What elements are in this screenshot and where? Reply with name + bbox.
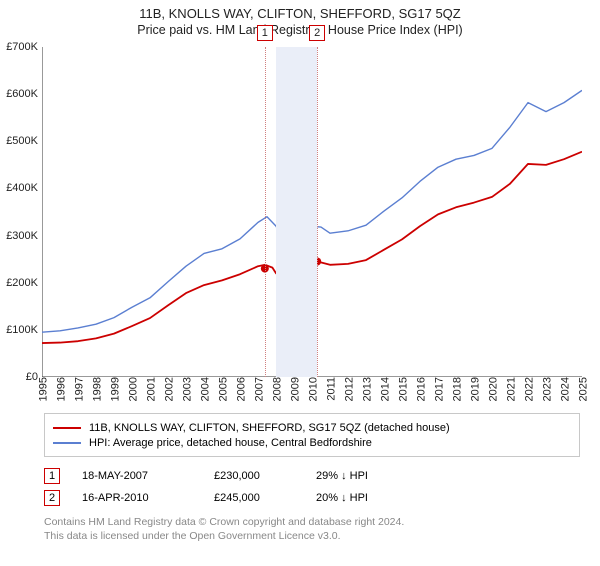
x-tick-label: 2007 [251,377,266,401]
x-tick-label: 2002 [161,377,176,401]
x-tick-label: 2016 [413,377,428,401]
x-tick-label: 2000 [125,377,140,401]
x-tick-label: 2013 [359,377,374,401]
chart-title-line1: 11B, KNOLLS WAY, CLIFTON, SHEFFORD, SG17… [0,6,600,21]
x-tick-label: 2006 [233,377,248,401]
x-tick-label: 1996 [53,377,68,401]
footer: Contains HM Land Registry data © Crown c… [44,515,580,543]
footer-line: Contains HM Land Registry data © Crown c… [44,515,580,529]
y-tick-label: £300K [6,230,42,242]
y-tick-label: £600K [6,88,42,100]
x-tick-label: 1999 [107,377,122,401]
legend-label: HPI: Average price, detached house, Cent… [89,437,372,449]
x-tick-label: 2020 [485,377,500,401]
event-row: 1 18-MAY-2007 £230,000 29% ↓ HPI [44,465,580,487]
x-tick-label: 2004 [197,377,212,401]
x-tick-label: 2018 [449,377,464,401]
x-tick-label: 2021 [503,377,518,401]
x-tick-label: 1997 [71,377,86,401]
x-tick-label: 2015 [395,377,410,401]
y-tick-label: £200K [6,277,42,289]
event-row: 2 16-APR-2010 £245,000 20% ↓ HPI [44,487,580,509]
chart-title-line2: Price paid vs. HM Land Registry's House … [0,23,600,37]
x-tick-label: 2023 [539,377,554,401]
x-tick-label: 2017 [431,377,446,401]
legend-label: 11B, KNOLLS WAY, CLIFTON, SHEFFORD, SG17… [89,422,450,434]
legend: 11B, KNOLLS WAY, CLIFTON, SHEFFORD, SG17… [44,413,580,457]
event-label-box: 2 [309,25,325,41]
x-tick-label: 2011 [323,377,338,401]
event-price: £245,000 [214,492,294,504]
event-marker: 1 [44,468,60,484]
x-tick-label: 2003 [179,377,194,401]
legend-swatch [53,427,81,429]
event-table: 1 18-MAY-2007 £230,000 29% ↓ HPI 2 16-AP… [44,465,580,509]
legend-row: HPI: Average price, detached house, Cent… [53,435,571,450]
x-tick-label: 2009 [287,377,302,401]
event-diff: 29% ↓ HPI [316,470,426,482]
x-tick-label: 2024 [557,377,572,401]
x-tick-label: 2019 [467,377,482,401]
event-vline [265,47,266,377]
x-tick-label: 1998 [89,377,104,401]
legend-swatch [53,442,81,444]
event-date: 16-APR-2010 [82,492,192,504]
x-tick-label: 2012 [341,377,356,401]
event-vline [317,47,318,377]
x-tick-label: 2005 [215,377,230,401]
x-tick-label: 1995 [35,377,50,401]
event-date: 18-MAY-2007 [82,470,192,482]
x-tick-label: 2008 [269,377,284,401]
x-tick-label: 2022 [521,377,536,401]
y-tick-label: £400K [6,182,42,194]
y-tick-label: £100K [6,324,42,336]
event-marker: 2 [44,490,60,506]
chart-area: 12£0£100K£200K£300K£400K£500K£600K£700K1… [42,47,582,377]
event-label-box: 1 [257,25,273,41]
legend-row: 11B, KNOLLS WAY, CLIFTON, SHEFFORD, SG17… [53,420,571,435]
x-tick-label: 2010 [305,377,320,401]
recession-band [276,47,317,377]
event-price: £230,000 [214,470,294,482]
footer-line: This data is licensed under the Open Gov… [44,529,580,543]
x-tick-label: 2014 [377,377,392,401]
event-diff: 20% ↓ HPI [316,492,426,504]
y-tick-label: £700K [6,41,42,53]
x-tick-label: 2001 [143,377,158,401]
y-tick-label: £500K [6,135,42,147]
x-tick-label: 2025 [575,377,590,401]
